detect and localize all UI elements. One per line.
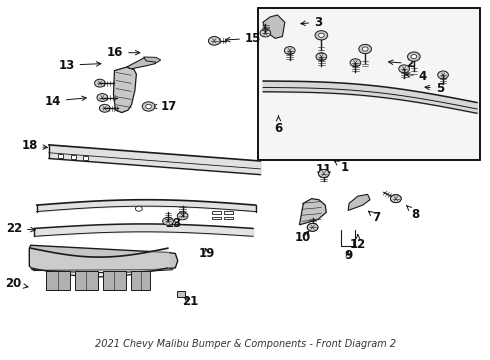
Bar	[212, 211, 220, 214]
Text: 12: 12	[350, 235, 366, 251]
Circle shape	[408, 52, 420, 61]
Text: 20: 20	[5, 278, 28, 291]
Circle shape	[142, 102, 155, 111]
Circle shape	[208, 37, 220, 45]
Circle shape	[97, 94, 108, 102]
Text: 16: 16	[107, 46, 140, 59]
Polygon shape	[348, 194, 370, 211]
Text: 3: 3	[301, 16, 322, 29]
Circle shape	[315, 31, 328, 40]
Text: 6: 6	[274, 116, 283, 135]
Bar	[83, 156, 88, 159]
Text: 2021 Chevy Malibu Bumper & Components - Front Diagram 2: 2021 Chevy Malibu Bumper & Components - …	[96, 338, 396, 348]
Bar	[47, 271, 70, 290]
Polygon shape	[29, 245, 178, 270]
Bar	[177, 291, 185, 297]
Circle shape	[146, 104, 151, 109]
Text: 8: 8	[407, 206, 419, 221]
Text: 4: 4	[406, 69, 427, 82]
Text: 22: 22	[6, 222, 35, 235]
Text: 21: 21	[182, 296, 198, 309]
Text: 5: 5	[425, 82, 444, 95]
Circle shape	[307, 224, 318, 231]
Bar	[71, 155, 75, 159]
Circle shape	[307, 224, 318, 231]
Text: 13: 13	[58, 59, 101, 72]
Bar	[103, 271, 126, 290]
Circle shape	[362, 47, 368, 51]
Circle shape	[209, 37, 220, 45]
Polygon shape	[144, 57, 161, 62]
Circle shape	[284, 46, 295, 54]
Circle shape	[359, 44, 371, 54]
Text: 17: 17	[152, 100, 177, 113]
Circle shape	[316, 53, 327, 60]
Bar	[224, 217, 233, 220]
Bar	[212, 217, 220, 220]
Circle shape	[163, 217, 173, 225]
Circle shape	[95, 79, 105, 87]
Circle shape	[260, 29, 271, 37]
Circle shape	[177, 212, 188, 220]
Circle shape	[411, 54, 416, 59]
Text: 2: 2	[389, 57, 415, 70]
Text: 23: 23	[166, 216, 182, 230]
Text: 18: 18	[21, 139, 48, 152]
Circle shape	[391, 195, 401, 203]
Text: 11: 11	[316, 163, 332, 176]
Circle shape	[391, 195, 401, 203]
Circle shape	[399, 65, 410, 73]
Text: 15: 15	[225, 32, 261, 45]
Circle shape	[318, 170, 329, 177]
Circle shape	[438, 71, 448, 79]
Polygon shape	[299, 199, 326, 225]
Polygon shape	[263, 15, 285, 39]
Polygon shape	[114, 67, 136, 113]
Bar	[74, 271, 98, 290]
Circle shape	[318, 170, 329, 177]
Text: 9: 9	[344, 249, 352, 262]
Circle shape	[350, 59, 361, 67]
Circle shape	[135, 206, 142, 211]
Circle shape	[99, 104, 110, 112]
Bar	[258, 8, 480, 160]
Text: 10: 10	[295, 231, 311, 244]
Text: 19: 19	[199, 247, 215, 260]
Bar	[224, 211, 233, 214]
Bar	[58, 154, 63, 158]
Circle shape	[318, 33, 324, 37]
Text: 14: 14	[45, 95, 86, 108]
Polygon shape	[126, 58, 156, 69]
Bar	[131, 271, 150, 290]
Text: 7: 7	[368, 211, 381, 224]
Text: 1: 1	[335, 161, 349, 174]
